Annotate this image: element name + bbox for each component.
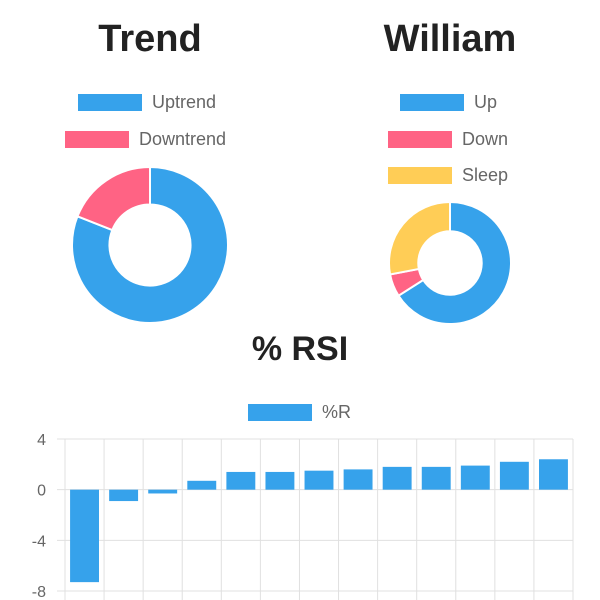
trend-title: Trend <box>98 18 202 60</box>
legend-r[interactable]: %R <box>248 402 351 422</box>
rsi-bar[interactable] <box>460 465 490 490</box>
rsi-bar[interactable] <box>148 489 178 494</box>
legend-downtrend[interactable]: Downtrend <box>65 129 226 149</box>
rsi-bar[interactable] <box>343 469 373 490</box>
rsi-bar[interactable] <box>265 471 295 490</box>
legend-uptrend[interactable]: Uptrend <box>78 92 216 112</box>
legend-swatch-up <box>400 93 464 111</box>
rsi-bar[interactable] <box>304 470 334 490</box>
legend-swatch-r <box>248 403 312 421</box>
y-tick-label: -4 <box>32 533 46 550</box>
legend-label-up: Up <box>474 91 498 112</box>
y-tick-label: 4 <box>37 432 46 449</box>
william-slice-sleep[interactable] <box>388 200 451 276</box>
legend-down[interactable]: Down <box>388 129 508 149</box>
legend-label-down: Down <box>462 128 509 149</box>
y-tick-label: -8 <box>32 584 46 600</box>
rsi-bar[interactable] <box>109 489 139 502</box>
rsi-bar[interactable] <box>499 461 529 490</box>
william-slice-up[interactable] <box>397 200 512 325</box>
william-doughnut-chart <box>388 200 512 325</box>
rsi-title: % RSI <box>251 330 349 368</box>
legend-label-sleep: Sleep <box>462 164 509 185</box>
legend-up[interactable]: Up <box>400 92 497 112</box>
rsi-bar[interactable] <box>539 459 568 490</box>
y-tick-label: 0 <box>37 483 46 500</box>
rsi-bar[interactable] <box>70 489 99 583</box>
rsi-bar[interactable] <box>187 480 217 490</box>
legend-swatch-uptrend <box>78 93 142 111</box>
trend-slice-downtrend[interactable] <box>76 165 151 232</box>
trend-doughnut-chart <box>71 165 229 324</box>
legend-label-uptrend: Uptrend <box>152 91 217 112</box>
rsi-bar-chart: 4 0 -4 -8 <box>32 432 574 600</box>
trend-slice-uptrend[interactable] <box>71 165 229 324</box>
rsi-bar[interactable] <box>382 466 412 490</box>
legend-label-r: %R <box>322 401 352 422</box>
legend-swatch-down <box>388 130 452 148</box>
rsi-bar[interactable] <box>226 471 256 490</box>
legend-swatch-sleep <box>388 166 452 184</box>
william-title: William <box>383 18 517 60</box>
legend-sleep[interactable]: Sleep <box>388 165 508 185</box>
rsi-bar[interactable] <box>421 466 451 490</box>
legend-label-downtrend: Downtrend <box>139 128 227 149</box>
legend-swatch-downtrend <box>65 130 129 148</box>
